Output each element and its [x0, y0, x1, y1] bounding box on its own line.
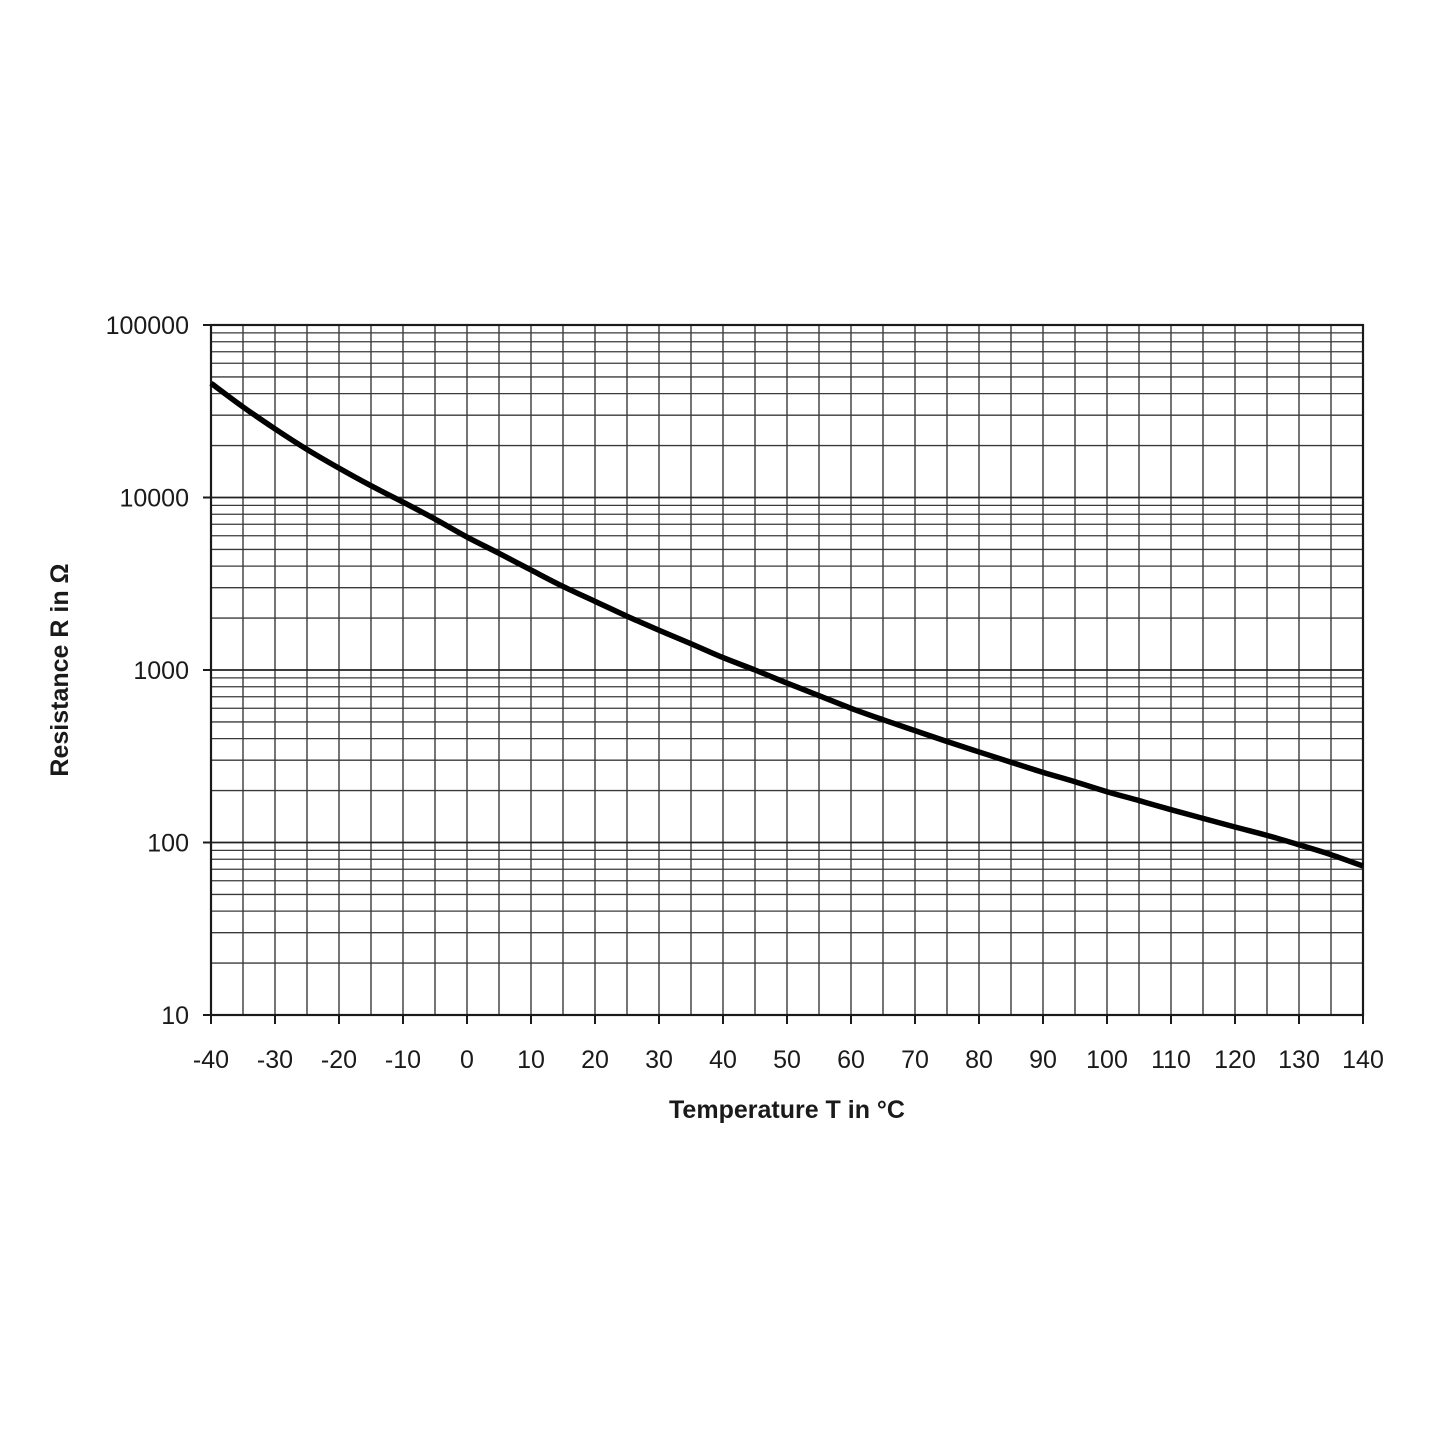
- grid-lines: [211, 324, 1363, 1016]
- x-tick-label: -30: [257, 1046, 293, 1074]
- x-tick-label: 30: [645, 1046, 673, 1074]
- x-tick-label: -20: [321, 1046, 357, 1074]
- x-tick-label: 100: [1086, 1046, 1128, 1074]
- x-tick-label: 130: [1278, 1046, 1320, 1074]
- resistance-curve: [209, 380, 1364, 869]
- y-tick-label: 1000: [133, 657, 189, 685]
- x-tick-label: 0: [460, 1046, 474, 1074]
- y-axis-ticks: 10 100 1000 10000 100000: [106, 312, 211, 1030]
- x-tick-label: 40: [709, 1046, 737, 1074]
- x-axis-ticks: -40 -30 -20 -10 0 10 20 30 40 50 60 70 80 90 100 110 120…: [193, 1015, 1384, 1074]
- data-series: [209, 380, 1364, 869]
- x-tick-label: 70: [901, 1046, 929, 1074]
- x-tick-label: 140: [1342, 1046, 1384, 1074]
- x-tick-label: 10: [517, 1046, 545, 1074]
- x-tick-label: 110: [1151, 1046, 1191, 1074]
- x-tick-label: 20: [581, 1046, 609, 1074]
- x-tick-label: -40: [193, 1046, 229, 1074]
- y-tick-label: 10000: [119, 485, 189, 513]
- y-tick-label: 100: [147, 830, 189, 858]
- x-tick-label: 120: [1214, 1046, 1256, 1074]
- x-tick-label: 50: [773, 1046, 801, 1074]
- x-tick-label: 90: [1029, 1046, 1057, 1074]
- x-axis-title: Temperature T in °C: [669, 1096, 905, 1124]
- y-tick-label: 10: [161, 1002, 189, 1030]
- y-tick-label: 100000: [106, 312, 189, 340]
- y-axis-title: Resistance R in Ω: [46, 563, 74, 776]
- x-tick-label: -10: [385, 1046, 421, 1074]
- x-tick-label: 80: [965, 1046, 993, 1074]
- x-tick-label: 60: [837, 1046, 865, 1074]
